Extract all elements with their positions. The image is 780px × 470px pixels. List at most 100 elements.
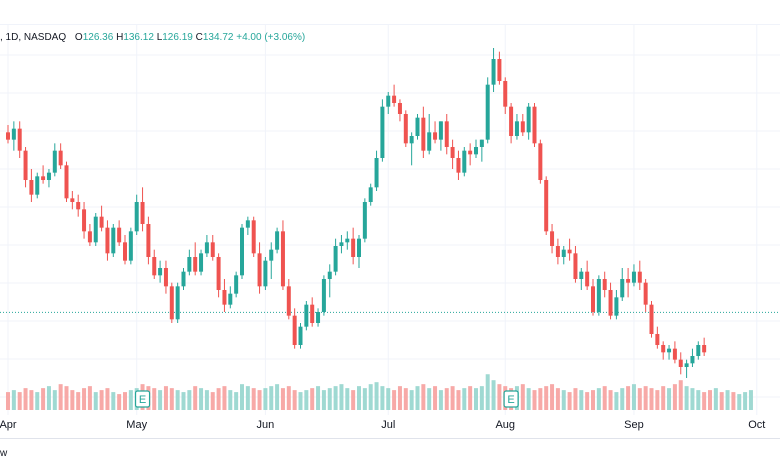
volume-bar [163,386,168,410]
volume-bar [64,386,69,410]
candle-body [269,249,274,261]
candle-body [415,117,420,136]
candle-body [158,268,163,276]
volume-bar [497,384,502,410]
candle-body [602,279,607,290]
ohlc-legend: , 1D, NASDAQ O126.36 H136.12 L126.19 C13… [0,32,305,43]
volume-bar [684,386,689,410]
volume-bar [35,392,40,410]
candle-body [561,249,566,257]
change-value: +4.00 (+3.06%) [236,32,306,43]
candle-body [374,158,379,188]
candle-body [591,286,595,312]
candle-body [626,279,631,283]
candle-body [11,128,16,140]
candle-body [672,348,677,360]
volume-bar [748,390,753,410]
candle-body [538,143,543,180]
volume-bar [269,386,274,410]
candle-body [573,253,578,279]
close-value: 134.72 [202,32,234,43]
volume-bar [561,390,566,410]
candle-body [661,345,666,353]
candle-body [468,150,473,155]
candle-body [403,114,408,144]
candle-body [491,59,496,85]
candle-body [298,326,303,345]
volume-bar [690,388,695,410]
candle-body [193,257,198,272]
volume-bar [415,386,420,410]
candle-body [234,275,239,294]
candle-body [228,293,233,305]
volume-bar [479,386,484,410]
candle-body [409,136,414,144]
candle-body [321,279,326,312]
volume-bar [304,390,309,410]
candle-body [427,132,432,151]
volume-bar [251,388,256,410]
volume-bar [123,392,127,410]
volume-bar [117,394,122,410]
volume-bar [52,390,57,410]
close-label: C [195,32,203,43]
candle-body [667,348,672,353]
volume-bar [87,386,92,410]
volume-bar [298,392,303,410]
volume-bar [29,390,34,410]
volume-bar [380,386,385,410]
volume-bar [608,390,613,410]
candle-body [509,106,514,136]
volume-bar [275,384,280,410]
volume-bar [573,388,578,410]
earnings-marker-label: E [507,394,514,406]
volume-bar [263,388,268,410]
volume-bar [468,386,473,410]
volume-bar [310,388,315,410]
open-label: O [74,32,83,43]
candle-body [696,345,701,356]
candle-body [17,128,22,151]
candle-body [357,238,361,257]
candle-body [386,95,391,107]
candle-body [99,216,104,228]
candle-body [41,176,46,180]
candle-body [339,242,344,246]
candle-body [514,121,519,136]
candle-body [46,172,51,180]
candle-body [304,304,309,327]
volume-bar [327,388,332,410]
volume-bar [245,386,250,410]
candle-body [111,227,116,254]
volume-bar [555,388,560,410]
candle-body [257,253,262,287]
candle-body [438,121,443,140]
volume-bar [397,386,402,410]
volume-bar [602,386,607,410]
x-tick-label: Apr [0,419,17,431]
earnings-marker [134,390,151,408]
volume-bar [41,388,46,410]
volume-bar [661,386,666,410]
volume-bar [725,390,730,410]
candle-body [163,268,168,287]
volume-bar [204,390,209,410]
volume-bar [708,390,712,410]
volume-bar [152,388,157,410]
volume-bar [386,388,391,410]
bottom-bar [0,438,780,470]
volume-bar [199,388,204,410]
candle-body [105,227,110,254]
volume-bar [614,392,619,410]
volume-bar [737,394,742,410]
candle-body [240,227,244,276]
candle-body [392,95,397,103]
candle-body [649,304,654,334]
candle-body [146,224,151,257]
candle-body [280,231,285,287]
volume-bar [280,388,285,410]
candle-body [263,260,268,287]
candle-body [532,106,537,144]
candle-body [684,363,689,367]
